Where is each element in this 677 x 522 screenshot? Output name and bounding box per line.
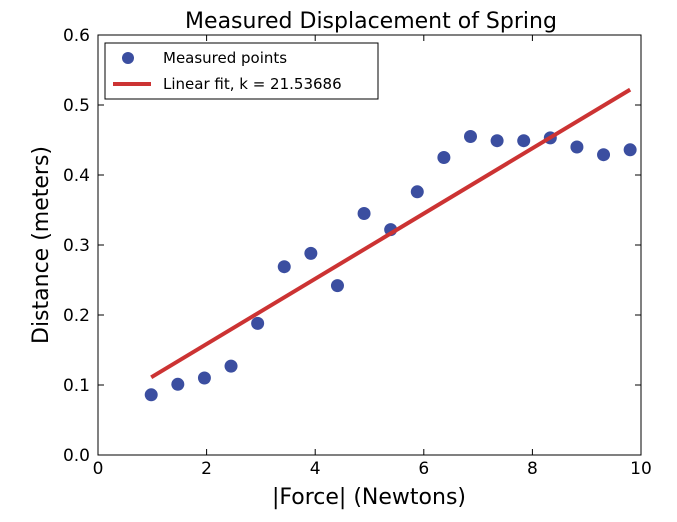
y-tick-label: 0.4 [63,166,90,186]
data-point [570,140,584,154]
x-tick-label: 10 [630,459,652,479]
data-point [623,143,637,157]
data-point [304,246,318,260]
fit-line [150,87,632,380]
y-axis-label: Distance (meters) [29,146,54,344]
data-point [197,371,211,385]
y-tick-label: 0.3 [63,236,90,256]
legend-box [104,42,379,100]
y-tick-label: 0.0 [63,446,90,466]
y-tick-label: 0.6 [63,26,90,46]
x-tick-label: 4 [310,459,321,479]
x-tick-label: 6 [418,459,429,479]
x-axis-label: |Force| (Newtons) [272,485,466,510]
legend: Measured points Linear fit, k = 21.53686 [104,42,379,100]
data-point [144,388,158,402]
data-point [463,130,477,143]
x-tick-label: 2 [201,459,212,479]
data-point [330,279,344,293]
legend-marker-measured-points [122,52,134,64]
y-tick-label: 0.2 [63,306,90,326]
data-point [277,260,291,274]
axis-ticks [97,34,642,456]
legend-label-linear-fit: Linear fit, k = 21.53686 [163,75,342,93]
data-point [490,134,504,148]
legend-label-measured-points: Measured points [163,49,287,67]
tick-labels: 0 2 4 6 8 10 0.0 0.1 0.2 0.3 0.4 0.5 0.6 [63,26,652,479]
data-point [171,377,185,391]
data-point [251,316,265,330]
data-point [517,134,531,148]
data-point [597,148,611,162]
x-tick-label: 8 [527,459,538,479]
data-point [224,359,238,373]
plot-area [144,87,637,402]
y-tick-label: 0.5 [63,96,90,116]
data-point [357,207,371,220]
data-point [410,185,424,199]
data-point [437,151,451,164]
x-tick-label: 0 [93,459,104,479]
chart-title: Measured Displacement of Spring [185,9,557,34]
y-tick-label: 0.1 [63,376,90,396]
